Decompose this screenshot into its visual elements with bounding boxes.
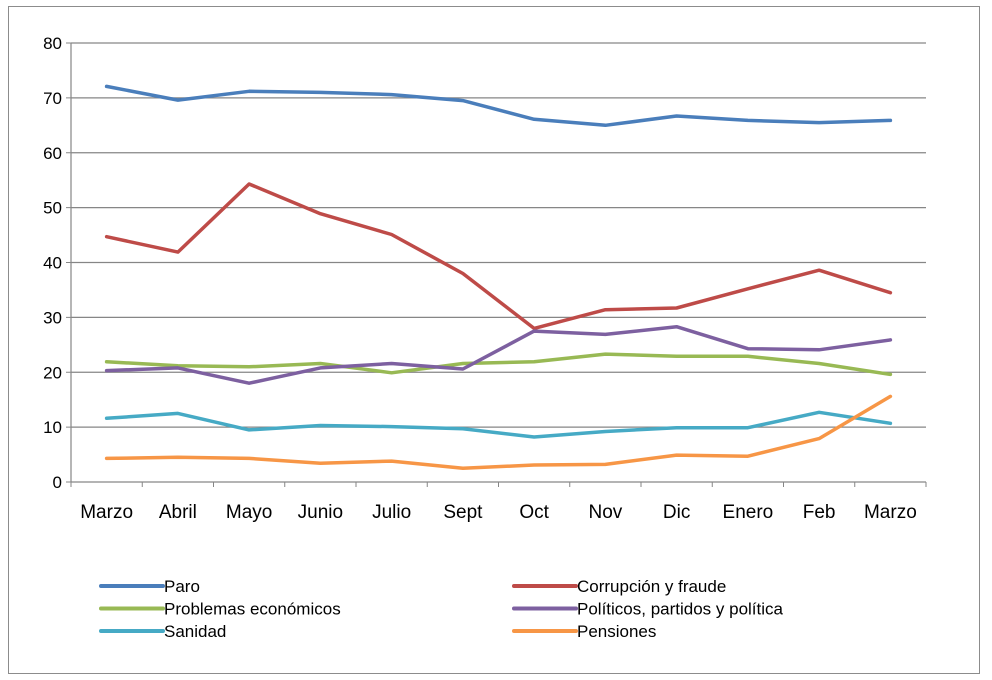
y-tick-label: 60 [43, 144, 62, 163]
series-line-1 [104, 182, 893, 331]
y-tick-label: 80 [43, 34, 62, 53]
x-tick-label: Sept [443, 502, 483, 523]
legend: Paro Corrupción y fraude Problemas económi… [99, 577, 784, 641]
series-line-5 [104, 394, 893, 471]
x-tick-label: Enero [723, 502, 774, 523]
legend-label-5: Pensiones [577, 622, 656, 641]
x-axis-tick-labels: Marzo Abril Mayo Junio Julio Sept Oct Nov Dic Ene… [80, 502, 917, 523]
chart-frame: 0 10 20 30 40 50 60 70 80 Marzo Abril Mayo Junio Jul… [8, 6, 980, 674]
legend-label-1: Corrupción y fraude [577, 577, 726, 596]
legend-label-2: Problemas económicos [164, 600, 341, 619]
x-tick-label: Marzo [864, 502, 917, 523]
legend-label-4: Sanidad [164, 622, 226, 641]
y-tick-label: 20 [43, 363, 62, 382]
series-line-4 [104, 410, 893, 439]
y-tick-label: 70 [43, 89, 62, 108]
series-line-2 [104, 352, 893, 377]
y-tick-label: 10 [43, 418, 62, 437]
x-tick-label: Marzo [80, 502, 133, 523]
x-tick-label: Oct [519, 502, 549, 523]
y-tick-label: 40 [43, 254, 62, 273]
series-lines [104, 84, 893, 471]
y-tick-label: 30 [43, 308, 62, 327]
gridlines [71, 42, 926, 428]
x-tick-label: Julio [372, 502, 411, 523]
x-tick-label: Dic [663, 502, 690, 523]
line-chart: 0 10 20 30 40 50 60 70 80 Marzo Abril Mayo Junio Jul… [43, 34, 927, 641]
x-tick-label: Junio [298, 502, 343, 523]
x-tick-label: Feb [803, 502, 836, 523]
legend-label-0: Paro [164, 577, 200, 596]
y-tick-label: 50 [43, 199, 62, 218]
x-tick-label: Nov [588, 502, 622, 523]
series-line-0 [104, 84, 893, 128]
legend-label-3: Políticos, partidos y política [577, 600, 784, 619]
y-tick-label: 0 [53, 473, 62, 492]
x-tick-label: Mayo [226, 502, 272, 523]
y-axis-tick-labels: 0 10 20 30 40 50 60 70 80 [43, 34, 62, 492]
axes [66, 42, 927, 487]
series-line-3 [104, 324, 893, 385]
x-tick-label: Abril [159, 502, 197, 523]
